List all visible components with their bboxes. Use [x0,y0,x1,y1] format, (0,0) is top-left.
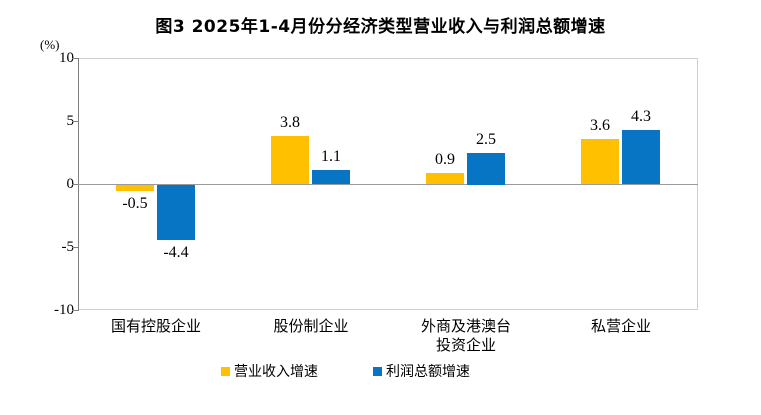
y-tick-mark [72,247,78,248]
zero-baseline [78,184,698,185]
legend-swatch-icon [373,366,382,376]
bar-revenue [581,139,619,184]
x-category-label: 国有控股企业 [110,319,201,335]
y-tick-label: 10 [59,50,74,66]
y-tick-label: 0 [66,176,75,192]
bar-revenue [116,185,154,191]
bar-profit [467,153,505,185]
legend-label: 营业收入增速 [234,365,318,380]
chart-title: 图3 2025年1-4月份分经济类型营业收入与利润总额增速 [155,17,606,37]
y-tick-mark [72,184,78,185]
bar-profit [622,130,660,184]
bar-value-label: 2.5 [476,131,496,148]
bar-value-label: 0.9 [435,151,455,168]
x-category-label: 私营企业 [590,319,651,335]
y-tick-mark [72,310,78,311]
bar-value-label: 3.6 [590,117,610,134]
bar-value-label: 1.1 [321,148,341,165]
legend-swatch-icon [221,366,230,376]
legend-item-revenue: 营业收入增速 [221,361,318,381]
bar-revenue [271,136,309,184]
y-axis-unit-label: (%) [40,37,60,52]
x-category-label: 外商及港澳台 投资企业 [420,319,511,354]
y-tick-label: -5 [61,239,75,255]
legend-item-profit: 利润总额增速 [373,361,470,381]
bar-value-label: -4.4 [163,244,189,261]
bar-value-label: 4.3 [631,108,651,125]
y-tick-label: -10 [54,302,74,318]
y-tick-mark [72,121,78,122]
bar-value-label: -0.5 [122,195,148,212]
y-tick-label: 5 [66,113,75,129]
legend: 营业收入增速 利润总额增速 [221,361,470,381]
bar-revenue [426,173,464,184]
bar-value-label: 3.8 [280,114,300,131]
bar-profit [157,185,195,240]
y-tick-mark [72,58,78,59]
legend-label: 利润总额增速 [386,365,470,380]
x-category-label: 股份制企业 [273,319,349,335]
bar-profit [312,170,350,184]
